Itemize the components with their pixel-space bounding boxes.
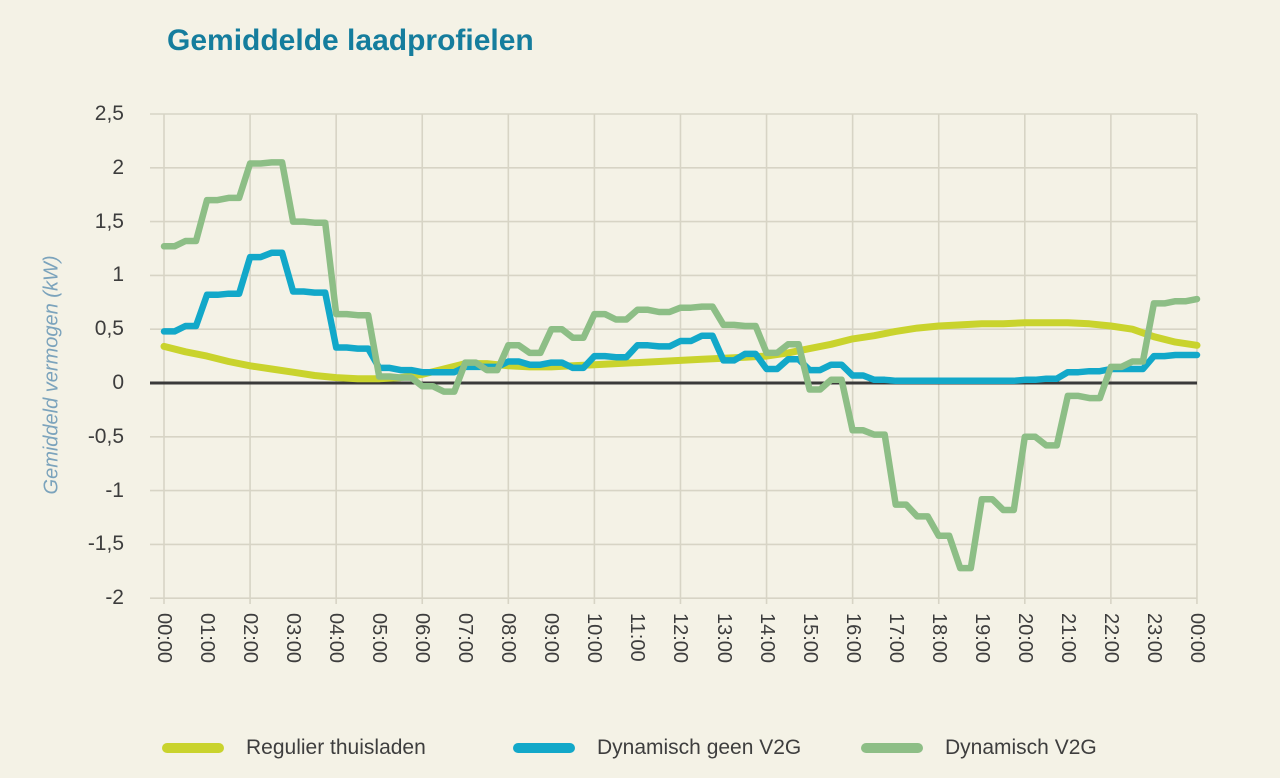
x-tick-label: 05:00 <box>368 613 391 664</box>
x-tick-label: 13:00 <box>712 613 735 664</box>
legend-label: Regulier thuisladen <box>246 736 426 759</box>
y-tick-label: -1 <box>105 478 124 502</box>
x-tick-label: 00:00 <box>1185 613 1208 664</box>
x-tick-label: 19:00 <box>970 613 993 664</box>
x-tick-label: 23:00 <box>1142 613 1165 664</box>
x-tick-label: 01:00 <box>196 613 219 664</box>
y-tick-label: -1,5 <box>87 532 124 556</box>
chart-legend: Regulier thuisladen Dynamisch geen V2G D… <box>0 736 1280 766</box>
series-line-regulier-thuisladen <box>160 319 1201 383</box>
legend-item-dynamisch-v2g: Dynamisch V2G <box>861 736 1097 760</box>
x-tick-label: 15:00 <box>798 613 821 664</box>
x-tick-label: 21:00 <box>1056 613 1079 664</box>
y-tick-label: -0,5 <box>87 424 124 448</box>
x-tick-label: 04:00 <box>325 613 348 664</box>
y-tick-label: 1,5 <box>94 209 124 233</box>
x-tick-label: 02:00 <box>239 613 262 664</box>
x-tick-label: 08:00 <box>497 613 520 664</box>
legend-item-regulier-thuisladen: Regulier thuisladen <box>162 736 426 760</box>
x-tick-label: 18:00 <box>927 613 950 664</box>
x-tick-label: 20:00 <box>1013 613 1036 664</box>
x-tick-label: 14:00 <box>755 613 778 664</box>
x-tick-label: 16:00 <box>841 613 864 664</box>
legend-swatch-dynamisch-v2g <box>861 743 923 753</box>
legend-item-dynamisch-geen-v2g: Dynamisch geen V2G <box>513 736 801 760</box>
x-tick-label: 17:00 <box>884 613 907 664</box>
y-tick-label: 0 <box>112 371 124 394</box>
x-tick-label: 12:00 <box>669 613 692 664</box>
legend-label: Dynamisch geen V2G <box>597 736 802 759</box>
x-tick-label: 03:00 <box>282 613 305 664</box>
y-tick-label: 2,5 <box>94 102 124 125</box>
x-tick-label: 00:00 <box>153 613 175 664</box>
x-tick-label: 06:00 <box>411 613 434 664</box>
y-tick-label: 2 <box>112 155 124 179</box>
x-tick-label: 07:00 <box>454 613 477 664</box>
x-tick-label: 22:00 <box>1099 613 1122 664</box>
legend-label: Dynamisch V2G <box>945 736 1097 759</box>
series-line-dynamisch-v2g <box>160 159 1201 572</box>
legend-swatch-dynamisch-geen-v2g <box>513 743 575 753</box>
y-tick-label: -2 <box>105 586 124 610</box>
x-tick-label: 09:00 <box>540 613 563 664</box>
series-line-dynamisch-geen-v2g <box>160 249 1201 385</box>
legend-swatch-regulier-thuisladen <box>162 743 224 753</box>
y-tick-label: 0,5 <box>94 317 124 341</box>
x-tick-label: 11:00 <box>626 613 649 662</box>
chart-title: Gemiddelde laadprofielen <box>167 24 534 57</box>
x-tick-label: 10:00 <box>583 613 606 664</box>
y-tick-label: 1 <box>112 263 124 287</box>
